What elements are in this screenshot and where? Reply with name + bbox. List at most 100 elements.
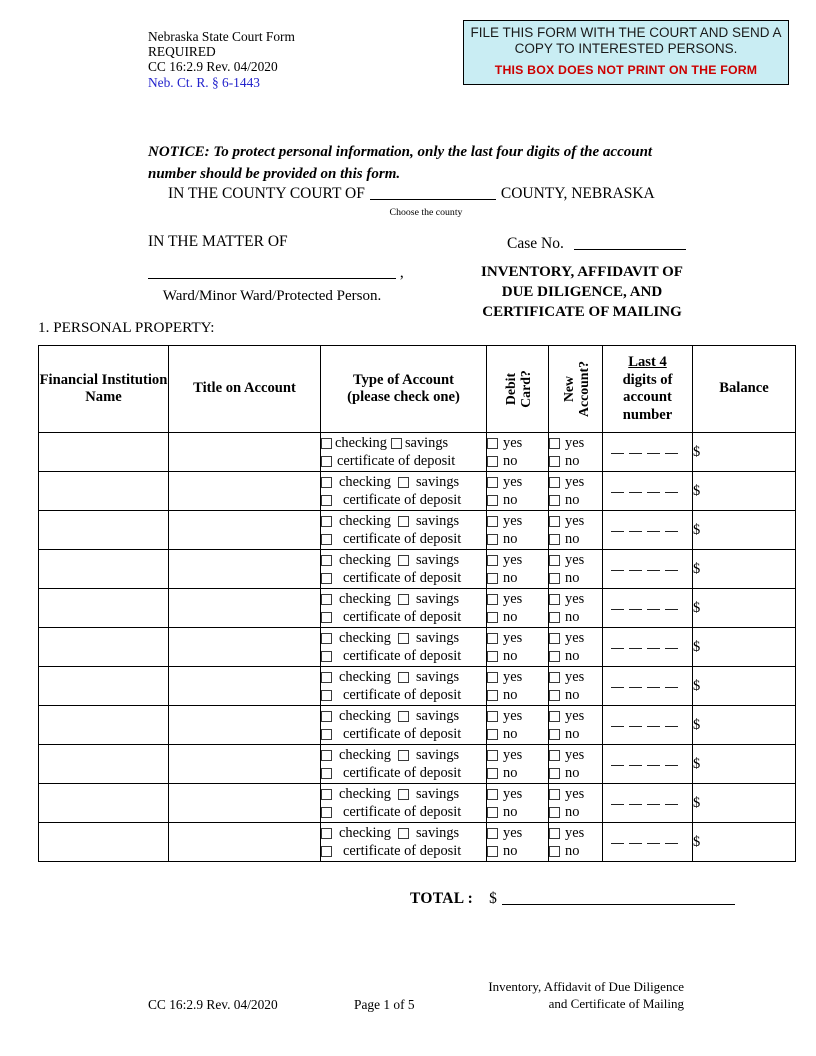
checking-checkbox[interactable]	[321, 515, 332, 527]
account-digit-blank[interactable]	[665, 483, 678, 493]
debit-no-checkbox[interactable]	[487, 455, 498, 467]
account-digit-blank[interactable]	[611, 795, 624, 805]
account-digit-blank[interactable]	[629, 795, 642, 805]
account-digit-blank[interactable]	[629, 600, 642, 610]
certificate-of-deposit-checkbox[interactable]	[321, 650, 332, 662]
new-account-yes-checkbox[interactable]	[549, 554, 560, 566]
account-digit-blank[interactable]	[665, 756, 678, 766]
cell-title-on-account[interactable]	[168, 588, 321, 628]
checking-checkbox[interactable]	[321, 710, 332, 722]
account-digit-blank[interactable]	[647, 483, 660, 493]
new-account-no-checkbox[interactable]	[549, 689, 560, 701]
account-digit-blank[interactable]	[665, 678, 678, 688]
account-digit-blank[interactable]	[611, 561, 624, 571]
new-account-no-checkbox[interactable]	[549, 572, 560, 584]
new-account-yes-checkbox[interactable]	[549, 827, 560, 839]
cell-balance[interactable]: $	[692, 744, 796, 784]
new-account-yes-checkbox[interactable]	[549, 632, 560, 644]
cell-institution-name[interactable]	[38, 432, 169, 472]
account-digit-blank[interactable]	[665, 600, 678, 610]
total-amount-field[interactable]	[501, 890, 735, 905]
account-digit-blank[interactable]	[611, 444, 624, 454]
savings-checkbox[interactable]	[397, 710, 409, 722]
new-account-yes-checkbox[interactable]	[549, 749, 560, 761]
account-digit-blank[interactable]	[647, 678, 660, 688]
debit-yes-checkbox[interactable]	[487, 515, 498, 527]
debit-yes-checkbox[interactable]	[487, 437, 498, 449]
certificate-of-deposit-checkbox[interactable]	[321, 494, 332, 506]
checking-checkbox[interactable]	[321, 749, 332, 761]
county-blank-field[interactable]	[369, 185, 496, 200]
account-digit-blank[interactable]	[629, 639, 642, 649]
cell-title-on-account[interactable]	[168, 471, 321, 511]
savings-checkbox[interactable]	[397, 749, 409, 761]
new-account-no-checkbox[interactable]	[549, 728, 560, 740]
certificate-of-deposit-checkbox[interactable]	[321, 806, 332, 818]
account-digit-blank[interactable]	[665, 639, 678, 649]
account-digit-blank[interactable]	[611, 678, 624, 688]
new-account-yes-checkbox[interactable]	[549, 515, 560, 527]
account-digit-blank[interactable]	[629, 561, 642, 571]
checking-checkbox[interactable]	[321, 437, 332, 449]
certificate-of-deposit-checkbox[interactable]	[321, 728, 332, 740]
rule-link[interactable]: Neb. Ct. R. § 6-1443	[148, 74, 260, 90]
case-number-field[interactable]	[573, 235, 686, 250]
new-account-yes-checkbox[interactable]	[549, 788, 560, 800]
checking-checkbox[interactable]	[321, 593, 332, 605]
new-account-yes-checkbox[interactable]	[549, 593, 560, 605]
account-digit-blank[interactable]	[647, 756, 660, 766]
debit-yes-checkbox[interactable]	[487, 788, 498, 800]
cell-title-on-account[interactable]	[168, 510, 321, 550]
account-digit-blank[interactable]	[647, 834, 660, 844]
new-account-yes-checkbox[interactable]	[549, 476, 560, 488]
cell-balance[interactable]: $	[692, 588, 796, 628]
account-digit-blank[interactable]	[629, 444, 642, 454]
cell-balance[interactable]: $	[692, 510, 796, 550]
certificate-of-deposit-checkbox[interactable]	[321, 455, 332, 467]
cell-title-on-account[interactable]	[168, 549, 321, 589]
certificate-of-deposit-checkbox[interactable]	[321, 845, 332, 857]
account-digit-blank[interactable]	[611, 756, 624, 766]
new-account-no-checkbox[interactable]	[549, 533, 560, 545]
account-digit-blank[interactable]	[629, 834, 642, 844]
debit-yes-checkbox[interactable]	[487, 749, 498, 761]
account-digit-blank[interactable]	[665, 444, 678, 454]
new-account-yes-checkbox[interactable]	[549, 671, 560, 683]
debit-no-checkbox[interactable]	[487, 572, 498, 584]
cell-title-on-account[interactable]	[168, 744, 321, 784]
debit-no-checkbox[interactable]	[487, 845, 498, 857]
new-account-no-checkbox[interactable]	[549, 611, 560, 623]
savings-checkbox[interactable]	[397, 827, 409, 839]
party-name-field[interactable]	[148, 264, 396, 279]
cell-balance[interactable]: $	[692, 783, 796, 823]
savings-checkbox[interactable]	[397, 593, 409, 605]
new-account-no-checkbox[interactable]	[549, 650, 560, 662]
cell-title-on-account[interactable]	[168, 627, 321, 667]
cell-institution-name[interactable]	[38, 627, 169, 667]
new-account-no-checkbox[interactable]	[549, 767, 560, 779]
new-account-no-checkbox[interactable]	[549, 845, 560, 857]
checking-checkbox[interactable]	[321, 632, 332, 644]
cell-balance[interactable]: $	[692, 666, 796, 706]
certificate-of-deposit-checkbox[interactable]	[321, 611, 332, 623]
new-account-no-checkbox[interactable]	[549, 455, 560, 467]
cell-title-on-account[interactable]	[168, 705, 321, 745]
cell-title-on-account[interactable]	[168, 783, 321, 823]
savings-checkbox[interactable]	[397, 554, 409, 566]
debit-yes-checkbox[interactable]	[487, 476, 498, 488]
debit-no-checkbox[interactable]	[487, 728, 498, 740]
account-digit-blank[interactable]	[647, 717, 660, 727]
cell-balance[interactable]: $	[692, 549, 796, 589]
account-digit-blank[interactable]	[647, 795, 660, 805]
savings-checkbox[interactable]	[397, 671, 409, 683]
debit-no-checkbox[interactable]	[487, 533, 498, 545]
cell-institution-name[interactable]	[38, 822, 169, 862]
cell-title-on-account[interactable]	[168, 822, 321, 862]
new-account-yes-checkbox[interactable]	[549, 437, 560, 449]
account-digit-blank[interactable]	[611, 639, 624, 649]
checking-checkbox[interactable]	[321, 671, 332, 683]
account-digit-blank[interactable]	[647, 639, 660, 649]
debit-yes-checkbox[interactable]	[487, 593, 498, 605]
debit-yes-checkbox[interactable]	[487, 554, 498, 566]
account-digit-blank[interactable]	[647, 600, 660, 610]
